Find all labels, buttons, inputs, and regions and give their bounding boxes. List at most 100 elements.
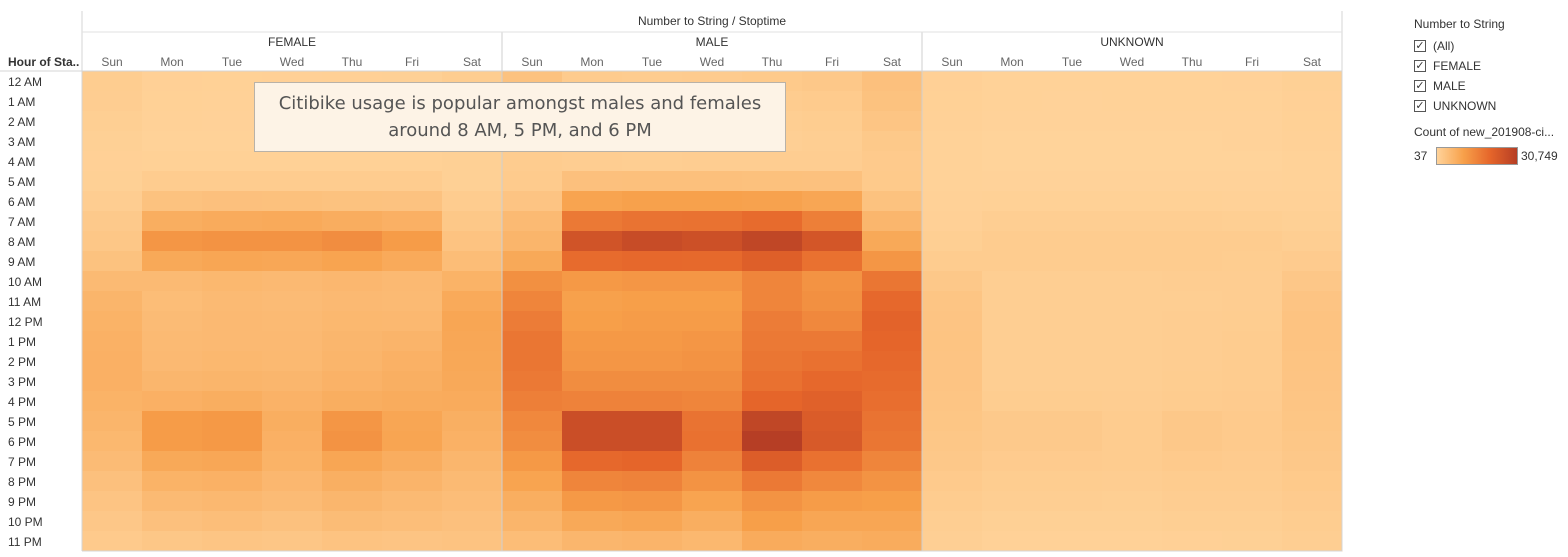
heatmap-cell[interactable] — [262, 431, 323, 452]
heatmap-cell[interactable] — [682, 291, 743, 312]
heatmap-cell[interactable] — [922, 211, 983, 232]
heatmap-cell[interactable] — [1102, 411, 1163, 432]
heatmap-cell[interactable] — [742, 451, 803, 472]
heatmap-cell[interactable] — [1102, 331, 1163, 352]
heatmap-cell[interactable] — [802, 531, 863, 552]
heatmap-cell[interactable] — [1282, 271, 1343, 292]
heatmap-cell[interactable] — [442, 171, 503, 192]
heatmap-cell[interactable] — [322, 171, 383, 192]
heatmap-cell[interactable] — [622, 271, 683, 292]
heatmap-cell[interactable] — [982, 311, 1043, 332]
heatmap-cell[interactable] — [142, 371, 203, 392]
heatmap-cell[interactable] — [1042, 191, 1103, 212]
heatmap-cell[interactable] — [1102, 451, 1163, 472]
heatmap-cell[interactable] — [382, 531, 443, 552]
heatmap-cell[interactable] — [1162, 451, 1223, 472]
heatmap-cell[interactable] — [1222, 451, 1283, 472]
heatmap-cell[interactable] — [202, 531, 263, 552]
heatmap-cell[interactable] — [142, 511, 203, 532]
heatmap-cell[interactable] — [1222, 191, 1283, 212]
heatmap-cell[interactable] — [202, 191, 263, 212]
heatmap-cell[interactable] — [142, 451, 203, 472]
heatmap-cell[interactable] — [142, 531, 203, 552]
heatmap-cell[interactable] — [562, 411, 623, 432]
heatmap-cell[interactable] — [922, 511, 983, 532]
heatmap-cell[interactable] — [1162, 331, 1223, 352]
heatmap-cell[interactable] — [982, 91, 1043, 112]
heatmap-cell[interactable] — [262, 171, 323, 192]
checkbox-icon[interactable]: ✓ — [1414, 79, 1426, 92]
heatmap-cell[interactable] — [142, 471, 203, 492]
heatmap-cell[interactable] — [442, 351, 503, 372]
heatmap-cell[interactable] — [982, 271, 1043, 292]
heatmap-cell[interactable] — [1042, 231, 1103, 252]
heatmap-cell[interactable] — [202, 411, 263, 432]
heatmap-cell[interactable] — [142, 111, 203, 132]
heatmap-cell[interactable] — [742, 191, 803, 212]
heatmap-cell[interactable] — [982, 371, 1043, 392]
heatmap-cell[interactable] — [382, 291, 443, 312]
heatmap-cell[interactable] — [862, 231, 923, 252]
heatmap-cell[interactable] — [1282, 511, 1343, 532]
heatmap-cell[interactable] — [1222, 231, 1283, 252]
heatmap-cell[interactable] — [1042, 111, 1103, 132]
heatmap-cell[interactable] — [262, 311, 323, 332]
heatmap-cell[interactable] — [262, 231, 323, 252]
heatmap-cell[interactable] — [202, 351, 263, 372]
heatmap-cell[interactable] — [802, 351, 863, 372]
heatmap-cell[interactable] — [982, 431, 1043, 452]
heatmap-cell[interactable] — [82, 531, 143, 552]
heatmap-cell[interactable] — [922, 491, 983, 512]
heatmap-cell[interactable] — [202, 91, 263, 112]
heatmap-cell[interactable] — [982, 231, 1043, 252]
heatmap-cell[interactable] — [1102, 211, 1163, 232]
heatmap-cell[interactable] — [1222, 71, 1283, 92]
heatmap-cell[interactable] — [862, 271, 923, 292]
heatmap-cell[interactable] — [682, 491, 743, 512]
heatmap-cell[interactable] — [982, 151, 1043, 172]
heatmap-cell[interactable] — [982, 471, 1043, 492]
heatmap-cell[interactable] — [922, 311, 983, 332]
heatmap-cell[interactable] — [1282, 71, 1343, 92]
heatmap-cell[interactable] — [742, 311, 803, 332]
heatmap-cell[interactable] — [622, 191, 683, 212]
heatmap-cell[interactable] — [502, 211, 563, 232]
heatmap-cell[interactable] — [802, 271, 863, 292]
heatmap-cell[interactable] — [262, 471, 323, 492]
heatmap-cell[interactable] — [802, 131, 863, 152]
heatmap-cell[interactable] — [202, 71, 263, 92]
heatmap-cell[interactable] — [562, 151, 623, 172]
heatmap-cell[interactable] — [82, 351, 143, 372]
heatmap-cell[interactable] — [982, 411, 1043, 432]
heatmap-cell[interactable] — [1042, 211, 1103, 232]
heatmap-cell[interactable] — [1102, 371, 1163, 392]
heatmap-cell[interactable] — [442, 411, 503, 432]
heatmap-cell[interactable] — [922, 131, 983, 152]
heatmap-cell[interactable] — [1042, 391, 1103, 412]
heatmap-cell[interactable] — [1282, 171, 1343, 192]
heatmap-cell[interactable] — [922, 111, 983, 132]
heatmap-cell[interactable] — [1102, 471, 1163, 492]
heatmap-cell[interactable] — [622, 211, 683, 232]
heatmap-cell[interactable] — [622, 531, 683, 552]
heatmap-cell[interactable] — [1282, 451, 1343, 472]
heatmap-cell[interactable] — [502, 171, 563, 192]
heatmap-cell[interactable] — [922, 151, 983, 172]
heatmap-cell[interactable] — [442, 431, 503, 452]
heatmap-cell[interactable] — [1162, 291, 1223, 312]
heatmap-cell[interactable] — [622, 411, 683, 432]
heatmap-cell[interactable] — [202, 251, 263, 272]
heatmap-cell[interactable] — [922, 191, 983, 212]
heatmap-cell[interactable] — [742, 151, 803, 172]
heatmap-cell[interactable] — [82, 91, 143, 112]
heatmap-cell[interactable] — [202, 291, 263, 312]
heatmap-cell[interactable] — [502, 471, 563, 492]
heatmap-cell[interactable] — [382, 391, 443, 412]
heatmap-cell[interactable] — [82, 311, 143, 332]
heatmap-cell[interactable] — [1282, 231, 1343, 252]
heatmap-cell[interactable] — [622, 491, 683, 512]
heatmap-cell[interactable] — [1222, 111, 1283, 132]
heatmap-cell[interactable] — [1162, 391, 1223, 412]
heatmap-cell[interactable] — [562, 351, 623, 372]
heatmap-cell[interactable] — [142, 431, 203, 452]
